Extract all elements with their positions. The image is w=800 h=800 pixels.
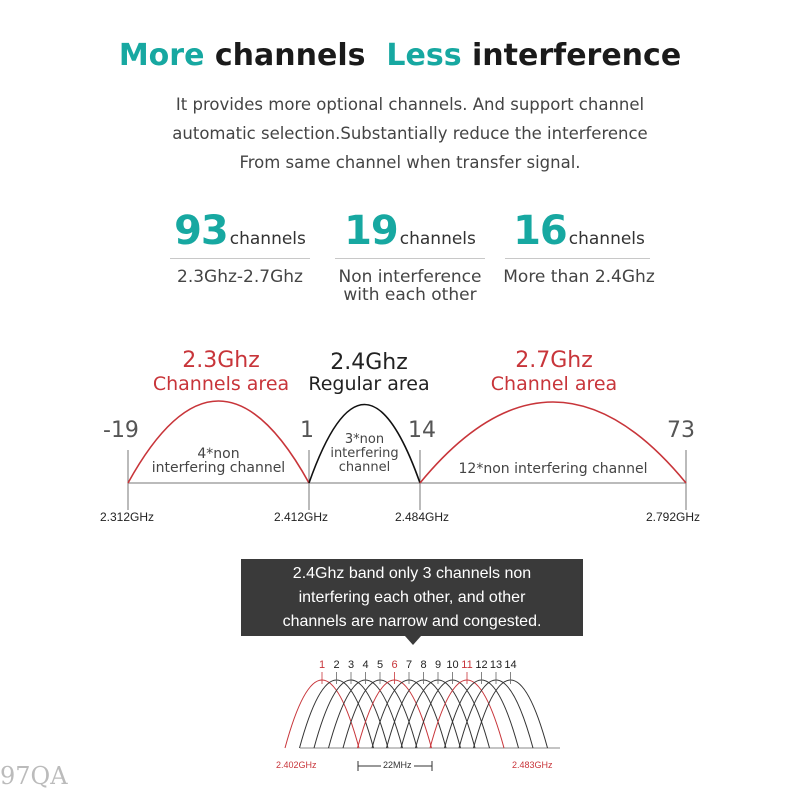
freq-start-label: 2.402GHz <box>276 760 317 770</box>
stat-desc-line: Non interference <box>338 267 482 287</box>
subtitle: It provides more optional channels. And … <box>100 90 720 177</box>
freq-label: 2.484GHz <box>395 510 450 524</box>
channel-number-14: 14 <box>504 659 517 671</box>
stat-number: 19 <box>344 208 399 254</box>
stat-description: Non interference with each other <box>325 268 495 304</box>
inner-line: 12*non interfering channel <box>458 461 648 477</box>
title-more: More <box>118 38 205 73</box>
channel-number-5: 5 <box>376 659 384 671</box>
area-name-label: Channels area <box>152 373 290 395</box>
stat-unit: channels <box>229 229 306 249</box>
stat-description: More than 2.4Ghz <box>494 268 664 286</box>
channel-marker: 1 <box>300 418 314 443</box>
channel-number-7: 7 <box>405 659 413 671</box>
stat-divider <box>170 258 310 259</box>
stat-desc-line: 2.3Ghz-2.7Ghz <box>177 267 303 287</box>
stat-number: 93 <box>174 208 229 254</box>
callout-arrow <box>405 636 421 645</box>
inner-line: channel <box>338 460 391 475</box>
inner-label: 4*non interfering channel <box>128 447 309 475</box>
channel-number-13: 13 <box>489 659 503 671</box>
channel-marker: 73 <box>667 418 695 443</box>
freq-end-label: 2.483GHz <box>512 760 553 770</box>
inner-line: 3*non <box>344 432 385 447</box>
title-less: Less <box>386 38 462 73</box>
stat-93: 93 channels <box>155 208 325 254</box>
stat-desc-line: More than 2.4Ghz <box>503 267 655 287</box>
channel-marker: -19 <box>103 418 139 443</box>
width-label: 22MHz <box>381 760 414 770</box>
callout-line: channels are narrow and congested. <box>282 613 542 630</box>
callout-line: 2.4Ghz band only 3 channels non <box>292 565 532 582</box>
page-title: More channels Less interference <box>0 38 800 73</box>
freq-label: 2.312GHz <box>100 510 155 524</box>
stat-desc-line: with each other <box>343 285 477 305</box>
arc-2-3ghz <box>127 400 310 484</box>
callout-line: interfering each other, and other <box>298 589 526 606</box>
inner-line: interfering <box>330 446 399 461</box>
stat-divider <box>335 258 485 259</box>
channel-number-8: 8 <box>420 659 427 671</box>
area-ghz-label: 2.7Ghz <box>515 348 593 373</box>
channel-number-6: 6 <box>391 659 398 671</box>
area-ghz-label: 2.3Ghz <box>182 348 260 373</box>
channel-number-10: 10 <box>446 659 459 671</box>
title-interference: interference <box>472 38 682 73</box>
channel-number-9: 9 <box>434 659 442 671</box>
channel-number-4: 4 <box>362 659 369 671</box>
inner-label: 3*non interfering channel <box>309 433 420 475</box>
callout-box: 2.4Ghz band only 3 channels non interfer… <box>241 559 583 636</box>
arc-2-7ghz <box>419 401 687 484</box>
area-name-label: Channel area <box>490 373 618 395</box>
freq-label: 2.412GHz <box>274 510 329 524</box>
stat-unit: channels <box>568 229 645 249</box>
channel-number-12: 12 <box>475 659 488 671</box>
channel-number-2: 2 <box>333 659 340 671</box>
subtitle-line: automatic selection.Substantially reduce… <box>172 124 648 143</box>
channel-number-1: 1 <box>318 659 326 671</box>
inner-label: 12*non interfering channel <box>420 462 686 476</box>
stat-unit: channels <box>399 229 476 249</box>
stat-16: 16 channels <box>494 208 664 254</box>
channel-number-11: 11 <box>461 659 473 671</box>
subtitle-line: It provides more optional channels. And … <box>175 95 645 114</box>
inner-line: interfering channel <box>151 460 286 476</box>
area-ghz-label: 2.4Ghz <box>330 350 408 375</box>
channel-number-3: 3 <box>347 659 355 671</box>
stat-number: 16 <box>513 208 568 254</box>
title-channels: channels <box>214 38 366 73</box>
inner-line: 4*non <box>197 446 240 462</box>
watermark: 97QA <box>0 762 68 790</box>
stat-19: 19 channels <box>325 208 495 254</box>
subtitle-line: From same channel when transfer signal. <box>239 153 581 172</box>
stat-divider <box>505 258 650 259</box>
area-name-label: Regular area <box>308 373 430 395</box>
stat-description: 2.3Ghz-2.7Ghz <box>155 268 325 286</box>
channel-marker: 14 <box>408 418 436 443</box>
arc-2-4ghz <box>308 403 421 484</box>
freq-label: 2.792GHz <box>646 510 701 524</box>
